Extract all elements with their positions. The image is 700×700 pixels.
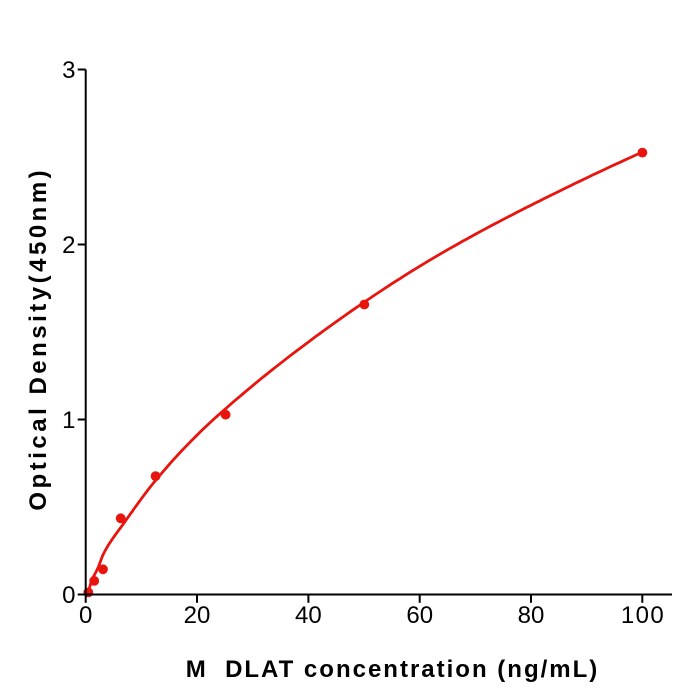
- svg-text:3: 3: [62, 57, 75, 84]
- svg-text:0: 0: [62, 582, 75, 609]
- svg-text:Optical Density(450nm): Optical Density(450nm): [25, 167, 52, 511]
- svg-text:20: 20: [184, 602, 211, 629]
- svg-text:M DLAT concentration (ng/mL): M DLAT concentration (ng/mL): [186, 656, 600, 683]
- svg-text:100: 100: [621, 602, 665, 629]
- svg-text:60: 60: [406, 602, 433, 629]
- svg-text:40: 40: [295, 602, 322, 629]
- svg-text:2: 2: [62, 232, 75, 259]
- svg-text:80: 80: [518, 602, 545, 629]
- svg-text:1: 1: [62, 407, 75, 434]
- svg-text:0: 0: [79, 602, 92, 629]
